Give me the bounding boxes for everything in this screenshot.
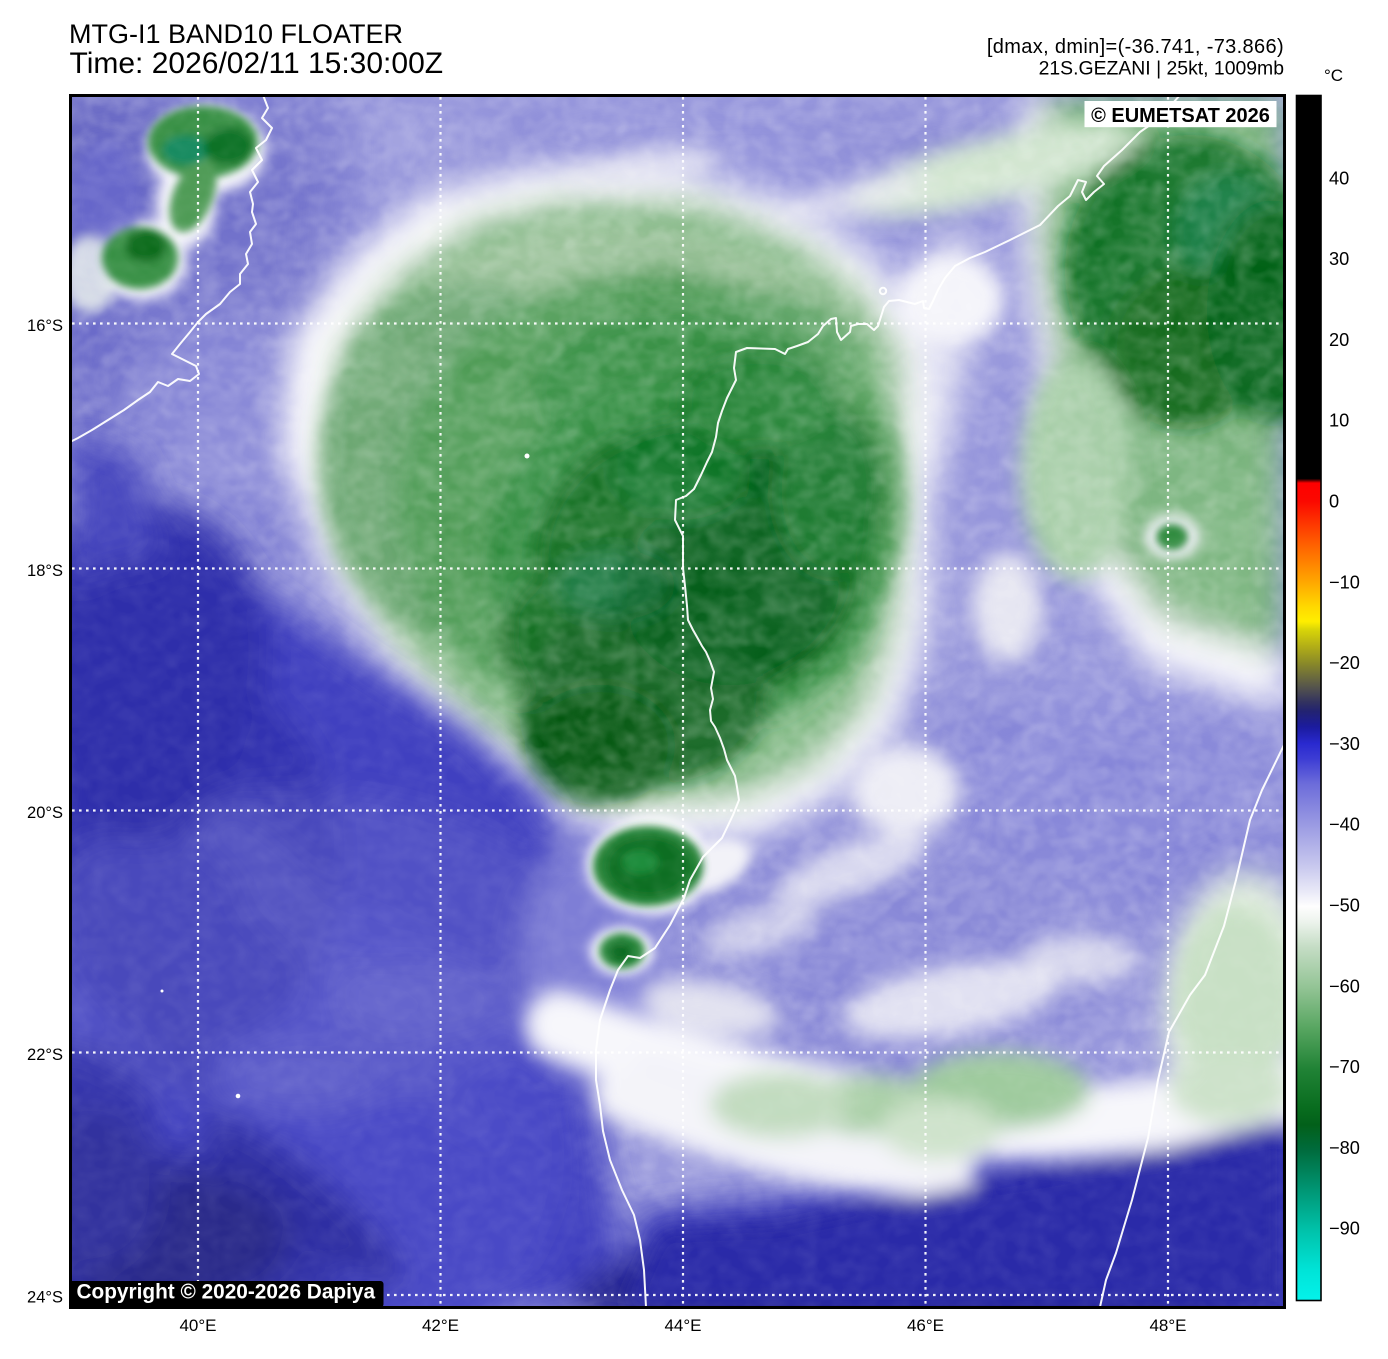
svg-text:16°S: 16°S	[27, 317, 63, 335]
svg-text:10: 10	[1329, 411, 1349, 431]
svg-text:40: 40	[1329, 168, 1349, 188]
svg-text:42°E: 42°E	[422, 1316, 459, 1335]
svg-text:21S.GEZANI | 25kt, 1009mb: 21S.GEZANI | 25kt, 1009mb	[1039, 58, 1284, 80]
svg-text:18°S: 18°S	[27, 562, 63, 580]
svg-text:−80: −80	[1329, 1138, 1360, 1158]
svg-text:46°E: 46°E	[907, 1316, 944, 1335]
svg-text:Copyright © 2020-2026 Dapiya: Copyright © 2020-2026 Dapiya	[77, 1281, 376, 1304]
svg-text:−90: −90	[1329, 1219, 1360, 1239]
svg-text:44°E: 44°E	[664, 1316, 701, 1335]
svg-text:20: 20	[1329, 330, 1349, 350]
svg-text:[dmax, dmin]=(-36.741, -73.866: [dmax, dmin]=(-36.741, -73.866)	[987, 36, 1284, 58]
svg-text:−50: −50	[1329, 896, 1360, 916]
svg-text:30: 30	[1329, 249, 1349, 269]
svg-text:−30: −30	[1329, 734, 1360, 754]
svg-text:© EUMETSAT 2026: © EUMETSAT 2026	[1091, 105, 1270, 127]
svg-text:MTG-I1 BAND10 FLOATER: MTG-I1 BAND10 FLOATER	[69, 19, 403, 49]
svg-text:20°S: 20°S	[27, 804, 63, 822]
svg-text:−10: −10	[1329, 572, 1360, 592]
svg-text:24°S: 24°S	[27, 1289, 63, 1307]
svg-text:22°S: 22°S	[27, 1046, 63, 1064]
svg-text:−40: −40	[1329, 815, 1360, 835]
svg-text:−60: −60	[1329, 976, 1360, 996]
svg-text:Time: 2026/02/11 15:30:00Z: Time: 2026/02/11 15:30:00Z	[70, 47, 444, 80]
svg-text:40°E: 40°E	[179, 1316, 216, 1335]
svg-text:0: 0	[1329, 492, 1339, 512]
svg-text:−20: −20	[1329, 653, 1360, 673]
svg-text:48°E: 48°E	[1149, 1316, 1186, 1335]
svg-text:°C: °C	[1324, 66, 1343, 85]
svg-text:−70: −70	[1329, 1057, 1360, 1077]
